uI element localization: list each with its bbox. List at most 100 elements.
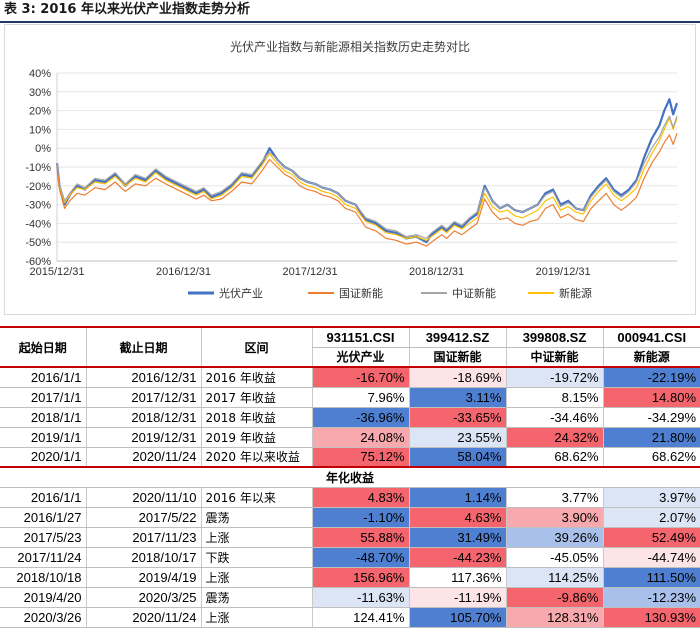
return-value-cell: 124.41% — [312, 607, 410, 628]
return-value-cell: 3.90% — [506, 507, 604, 528]
start-date-cell: 2017/11/24 — [0, 547, 87, 568]
return-value-cell: -34.29% — [603, 407, 700, 428]
start-date-cell: 2017/1/1 — [0, 387, 87, 408]
return-value-cell: 52.49% — [603, 527, 700, 548]
return-value-cell: 2.07% — [603, 507, 700, 528]
return-value-cell: 7.96% — [312, 387, 410, 408]
start-date-cell: 2019/1/1 — [0, 427, 87, 448]
x-tick-label: 2015/12/31 — [29, 266, 84, 278]
header-code: 000941.CSI — [603, 326, 700, 348]
range-label-cell: 2018 年收益 — [201, 407, 313, 428]
return-value-cell: 3.11% — [409, 387, 507, 408]
end-date-cell: 2018/12/31 — [86, 407, 202, 428]
start-date-cell: 2018/1/1 — [0, 407, 87, 428]
y-tick-label: 10% — [29, 124, 51, 136]
table-row: 2016/1/1 2016/12/31 2016 年收益 -16.70% -18.69%… — [0, 366, 700, 388]
header-name: 中证新能 — [506, 347, 604, 368]
return-value-cell: -44.23% — [409, 547, 507, 568]
end-date-cell: 2016/12/31 — [86, 366, 202, 388]
return-value-cell: -19.72% — [506, 366, 604, 388]
return-value-cell: 130.93% — [603, 607, 700, 628]
range-label-cell: 震荡 — [201, 587, 313, 608]
end-date-cell: 2019/4/19 — [86, 567, 202, 588]
range-label-cell: 2019 年收益 — [201, 427, 313, 448]
range-label-cell: 上涨 — [201, 527, 313, 548]
series-layer — [55, 98, 679, 247]
header-row-codes: 起始日期 截止日期 区间 931151.CSI 399412.SZ 399808… — [0, 326, 700, 368]
return-value-cell: -1.10% — [312, 507, 410, 528]
return-value-cell: 58.04% — [409, 447, 507, 468]
section-header-row: 年化收益 — [0, 466, 700, 488]
return-value-cell: -11.19% — [409, 587, 507, 608]
return-value-cell: 8.15% — [506, 387, 604, 408]
grid-layer — [56, 72, 677, 262]
table-row: 2017/5/23 2017/11/23 上涨 55.88% 31.49% 39.26% 5… — [0, 527, 700, 548]
table-row: 2019/4/20 2020/3/25 震荡 -11.63% -11.19% -9.86%… — [0, 587, 700, 608]
series-line — [56, 115, 678, 239]
return-value-cell: 111.50% — [603, 567, 700, 588]
y-axis-ticks: 40% 30% 20% 10% 0% -10% -20% -30% -40% -50% -60% — [25, 68, 51, 268]
return-value-cell: 68.62% — [506, 447, 604, 468]
return-value-cell: -33.65% — [409, 407, 507, 428]
end-date-cell: 2017/11/23 — [86, 527, 202, 548]
start-date-cell: 2017/5/23 — [0, 527, 87, 548]
start-date-cell: 2018/10/18 — [0, 567, 87, 588]
return-value-cell: 117.36% — [409, 567, 507, 588]
header-end-date: 截止日期 — [86, 326, 202, 368]
return-value-cell: -11.63% — [312, 587, 410, 608]
end-date-cell: 2017/5/22 — [86, 507, 202, 528]
y-tick-label: 20% — [29, 106, 51, 118]
x-tick-label: 2019/12/31 — [536, 266, 591, 278]
header-code: 931151.CSI — [312, 326, 410, 348]
return-value-cell: 39.26% — [506, 527, 604, 548]
return-value-cell: -34.46% — [506, 407, 604, 428]
return-value-cell: 128.31% — [506, 607, 604, 628]
range-label-cell: 2020 年以来收益 — [201, 447, 313, 468]
return-value-cell: 4.83% — [312, 487, 410, 508]
range-label-cell: 上涨 — [201, 567, 313, 588]
range-label-cell: 上涨 — [201, 607, 313, 628]
table-row: 2020/1/1 2020/11/24 2020 年以来收益 75.12% 58.04%… — [0, 447, 700, 468]
range-label-cell: 下跌 — [201, 547, 313, 568]
table-title: 表 3: 2016 年以来光伏产业指数走势分析 — [4, 2, 251, 17]
return-value-cell: -44.74% — [603, 547, 700, 568]
series-line — [56, 117, 678, 241]
legend-label: 光伏产业 — [219, 286, 263, 300]
table-row: 2018/1/1 2018/12/31 2018 年收益 -36.96% -33.65%… — [0, 407, 700, 428]
return-value-cell: 68.62% — [603, 447, 700, 468]
chart-title: 光伏产业指数与新能源相关指数历史走势对比 — [230, 39, 470, 54]
header-range: 区间 — [201, 326, 313, 368]
return-value-cell: 24.32% — [506, 427, 604, 448]
y-tick-label: -30% — [25, 200, 51, 212]
start-date-cell: 2016/1/1 — [0, 366, 87, 388]
x-axis-ticks: 2015/12/31 2016/12/31 2017/12/31 2018/12/31… — [29, 266, 590, 278]
table-row: 2018/10/18 2019/4/19 上涨 156.96% 117.36% 114.2… — [0, 567, 700, 588]
return-value-cell: 3.77% — [506, 487, 604, 508]
y-tick-label: -10% — [25, 162, 51, 174]
return-value-cell: 23.55% — [409, 427, 507, 448]
x-tick-label: 2018/12/31 — [409, 266, 464, 278]
y-tick-label: 30% — [29, 87, 51, 99]
table-row: 2019/1/1 2019/12/31 2019 年收益 24.08% 23.55% 24… — [0, 427, 700, 448]
end-date-cell: 2020/11/24 — [86, 447, 202, 468]
return-value-cell: -18.69% — [409, 366, 507, 388]
chart-frame: 光伏产业指数与新能源相关指数历史走势对比 40% 30% 20% 10% 0% -10% -… — [4, 24, 696, 315]
return-value-cell: 21.80% — [603, 427, 700, 448]
start-date-cell: 2020/1/1 — [0, 447, 87, 468]
end-date-cell: 2017/12/31 — [86, 387, 202, 408]
y-tick-label: -20% — [25, 181, 51, 193]
header-name: 国证新能 — [409, 347, 507, 368]
return-value-cell: 4.63% — [409, 507, 507, 528]
return-value-cell: -9.86% — [506, 587, 604, 608]
series-line — [55, 98, 679, 244]
return-value-cell: -48.70% — [312, 547, 410, 568]
legend-label: 国证新能 — [339, 286, 383, 300]
start-date-cell: 2016/1/1 — [0, 487, 87, 508]
table-row: 2016/1/27 2017/5/22 震荡 -1.10% 4.63% 3.90% 2.07… — [0, 507, 700, 528]
return-value-cell: 14.80% — [603, 387, 700, 408]
header-code: 399412.SZ — [409, 326, 507, 348]
return-value-cell: 105.70% — [409, 607, 507, 628]
y-tick-label: -50% — [25, 237, 51, 249]
header-start-date: 起始日期 — [0, 326, 87, 368]
legend-label: 中证新能 — [452, 286, 496, 300]
